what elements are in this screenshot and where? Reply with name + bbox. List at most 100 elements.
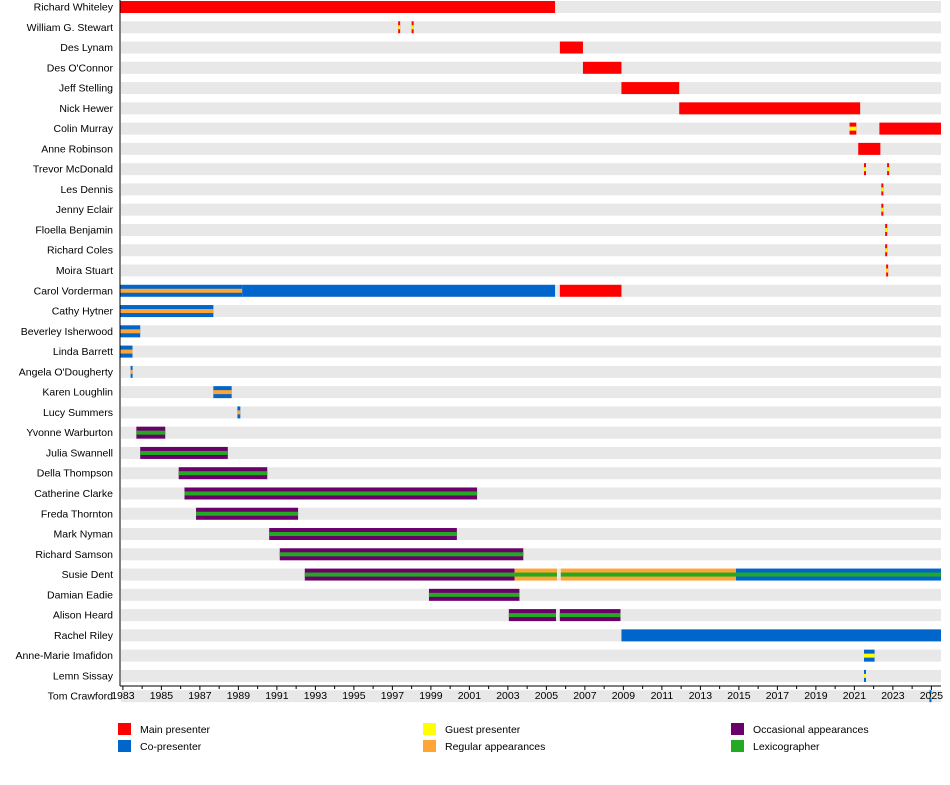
- bar-stripe-lexicographer: [136, 430, 166, 435]
- bar-stripe-guest: [398, 25, 401, 30]
- bar-stripe-guest: [881, 207, 884, 212]
- row-bands: [121, 1, 941, 703]
- row-band: [121, 183, 941, 196]
- row-label: Des O'Connor: [47, 62, 114, 74]
- legend-swatch-guest: [423, 723, 436, 735]
- row-label: William G. Stewart: [27, 22, 113, 34]
- row-band: [121, 264, 941, 277]
- tick-label: 1993: [304, 690, 328, 702]
- bar-main: [120, 1, 556, 13]
- bar-stripe-guest: [887, 167, 890, 172]
- row-label: Trevor McDonald: [33, 164, 113, 176]
- bar-stripe-guest: [886, 268, 889, 273]
- tick-label: 2025: [920, 690, 944, 702]
- bar-stripe-guest: [849, 126, 857, 131]
- bar-stripe-guest: [929, 694, 932, 699]
- row-label: Jenny Eclair: [56, 204, 114, 216]
- row-band: [121, 528, 941, 541]
- tick-label: 1995: [342, 690, 366, 702]
- row-label: Nick Hewer: [59, 103, 113, 115]
- row-label: Richard Samson: [35, 549, 113, 561]
- row-band: [121, 588, 941, 601]
- bar-stripe-lexicographer: [178, 471, 268, 476]
- row-band: [121, 649, 941, 662]
- bar-stripe-regular: [120, 329, 141, 334]
- tick-label: 2013: [689, 690, 713, 702]
- tick-label: 2021: [843, 690, 867, 702]
- bar-stripe-lexicographer: [514, 572, 557, 577]
- row-label: Mark Nyman: [53, 529, 113, 541]
- legend-label: Guest presenter: [445, 724, 521, 736]
- row-band: [121, 223, 941, 236]
- row-label: Della Thompson: [37, 468, 113, 480]
- legend-swatch-main: [118, 723, 131, 735]
- tick-label: 2023: [881, 690, 905, 702]
- legend-swatch-occasional: [731, 723, 744, 735]
- row-label: Colin Murray: [53, 123, 113, 135]
- row-labels: Richard Whiteley William G. Stewart Des Ly…: [16, 2, 114, 703]
- bar-stripe-lexicographer: [196, 511, 299, 516]
- bar-stripe-regular: [213, 390, 232, 395]
- row-label: Alison Heard: [53, 610, 113, 622]
- tick-label: 1989: [227, 690, 251, 702]
- tick-label: 2001: [458, 690, 482, 702]
- bars: [120, 1, 941, 703]
- legend-label: Co-presenter: [140, 741, 202, 753]
- bar-stripe-regular: [120, 288, 243, 293]
- bar-stripe-lexicographer: [269, 532, 457, 537]
- bar-main: [559, 41, 583, 54]
- row-band: [121, 446, 941, 459]
- legend-label: Regular appearances: [445, 741, 545, 753]
- tick-label: 1999: [419, 690, 443, 702]
- row-label: Anne Robinson: [41, 143, 113, 155]
- tick-label: 2011: [651, 690, 674, 702]
- bar-stripe-guest: [411, 25, 414, 30]
- bar-stripe-regular: [237, 410, 241, 415]
- bar-main: [858, 142, 881, 155]
- bar-stripe-regular: [130, 369, 133, 374]
- row-band: [121, 61, 941, 74]
- bar-main: [559, 284, 622, 297]
- row-band: [121, 406, 941, 419]
- tick-label: 2015: [727, 690, 751, 702]
- tick-label: 1991: [265, 690, 289, 702]
- tick-label: 1997: [381, 690, 405, 702]
- row-label: Richard Whiteley: [34, 2, 114, 14]
- bar-co: [621, 629, 941, 642]
- row-label: Freda Thornton: [41, 508, 113, 520]
- legend: Main presenter Co-presenter Guest presente…: [118, 723, 869, 753]
- bar-stripe-guest: [885, 248, 888, 253]
- row-label: Anne-Marie Imafidon: [16, 650, 114, 662]
- row-label: Yvonne Warburton: [26, 427, 113, 439]
- row-band: [121, 21, 941, 34]
- row-label: Moira Stuart: [56, 265, 113, 277]
- bar-stripe-guest: [881, 187, 884, 192]
- row-band: [121, 203, 941, 216]
- row-band: [121, 690, 941, 703]
- row-band: [121, 467, 941, 480]
- row-band: [121, 82, 941, 95]
- row-band: [121, 426, 941, 439]
- row-band: [121, 305, 941, 318]
- row-label: Angela O'Dougherty: [19, 366, 114, 378]
- row-label: Floella Benjamin: [35, 224, 113, 236]
- bar-stripe-lexicographer: [735, 572, 941, 577]
- legend-label: Lexicographer: [753, 741, 820, 753]
- row-band: [121, 325, 941, 338]
- tick-label: 2005: [535, 690, 559, 702]
- bar-stripe-regular: [120, 309, 214, 314]
- row-label: Des Lynam: [60, 42, 113, 54]
- row-label: Richard Coles: [47, 245, 113, 257]
- row-label: Beverley Isherwood: [21, 326, 113, 338]
- row-band: [121, 244, 941, 257]
- legend-swatch-lexicographer: [731, 740, 744, 752]
- bar-stripe-lexicographer: [428, 592, 520, 597]
- tick-label: 2003: [496, 690, 520, 702]
- bar-stripe-lexicographer: [560, 572, 736, 577]
- legend-label: Occasional appearances: [753, 724, 869, 736]
- row-label: Karen Loughlin: [42, 387, 113, 399]
- row-band: [121, 507, 941, 520]
- bar-stripe-lexicographer: [184, 491, 478, 496]
- row-label: Tom Crawford: [48, 691, 114, 703]
- legend-swatch-co: [118, 740, 131, 752]
